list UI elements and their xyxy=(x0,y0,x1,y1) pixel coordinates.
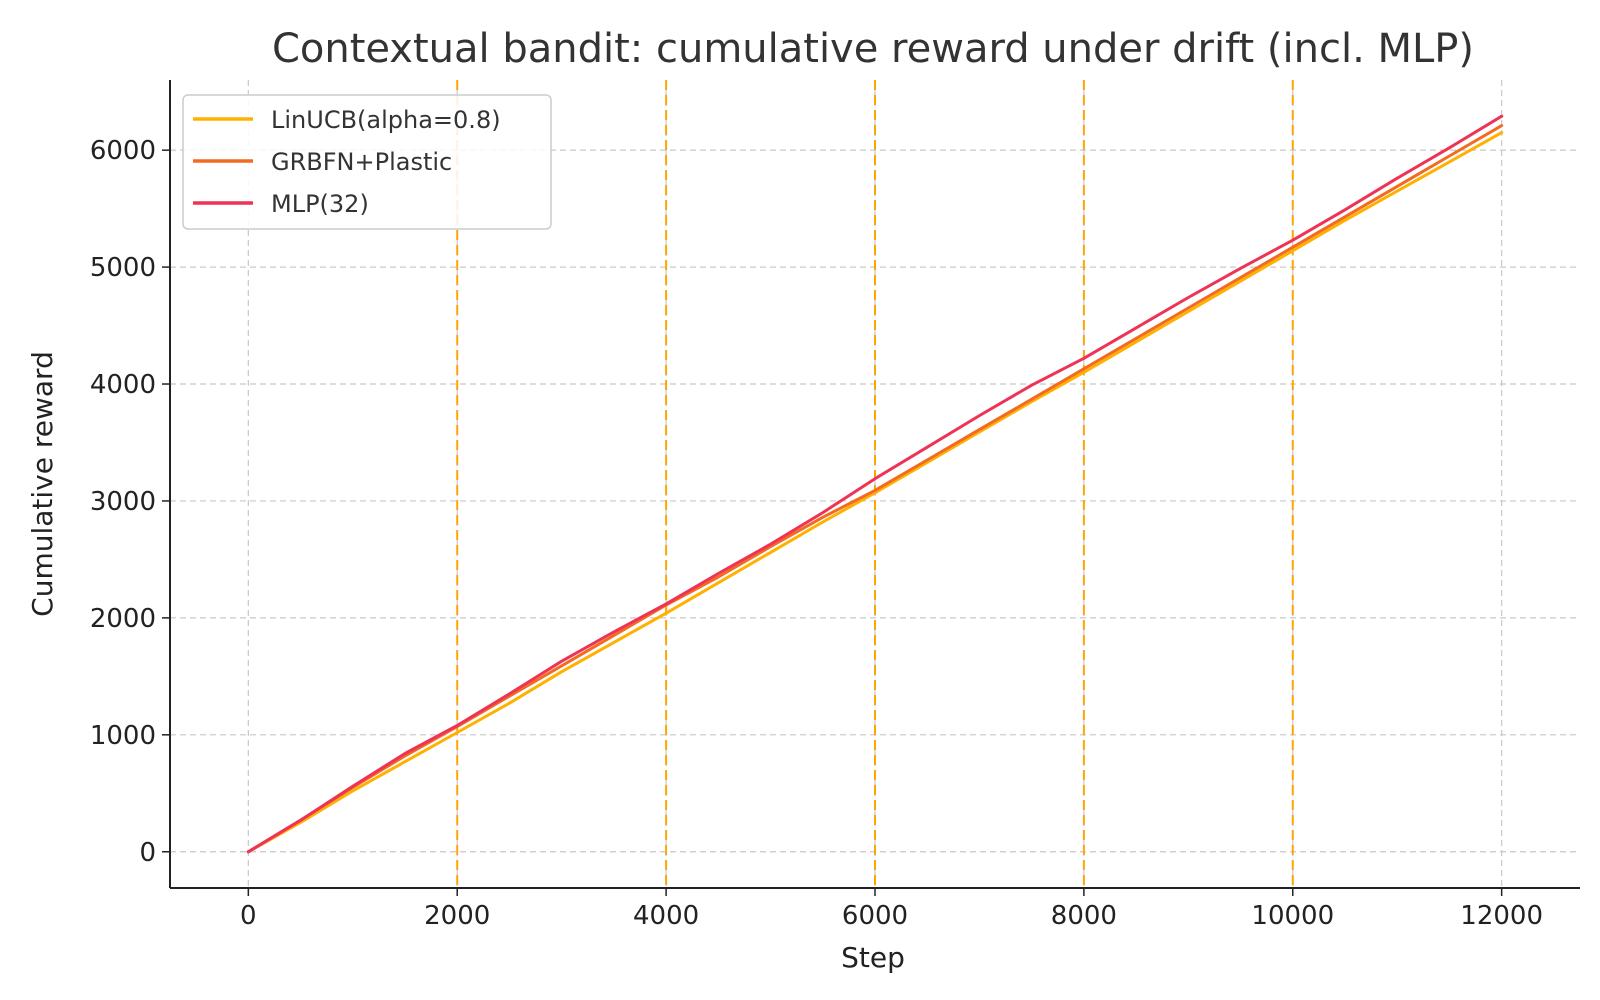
chart-title: Contextual bandit: cumulative reward und… xyxy=(272,26,1474,72)
legend-box xyxy=(182,94,552,230)
x-ticks: 0 2000 4000 6000 8000 10000 12000 xyxy=(240,888,1543,931)
y-tick-label: 3000 xyxy=(90,487,156,517)
x-axis-title: Step xyxy=(841,941,905,974)
series-line-0 xyxy=(246,131,1504,854)
x-tick-label: 10000 xyxy=(1251,901,1334,931)
legend: LinUCB(alpha=0.8) GRBFN+Plastic MLP(32) xyxy=(182,94,552,230)
y-tick-label: 5000 xyxy=(90,253,156,283)
legend-label-1: GRBFN+Plastic xyxy=(271,148,452,176)
series-lines xyxy=(246,114,1504,854)
y-tick-label: 4000 xyxy=(90,370,156,400)
y-tick-label: 6000 xyxy=(90,136,156,166)
legend-label-0: LinUCB(alpha=0.8) xyxy=(271,106,501,134)
x-tick-label: 2000 xyxy=(424,901,490,931)
x-tick-label: 6000 xyxy=(842,901,908,931)
series-line-2 xyxy=(246,114,1504,854)
legend-label-2: MLP(32) xyxy=(271,190,369,218)
y-ticks: 0 1000 2000 3000 4000 5000 6000 xyxy=(90,136,170,868)
x-tick-label: 8000 xyxy=(1051,901,1117,931)
x-tick-label: 0 xyxy=(240,901,257,931)
x-tick-label: 4000 xyxy=(633,901,699,931)
x-tick-label: 12000 xyxy=(1460,901,1543,931)
y-tick-label: 2000 xyxy=(90,604,156,634)
y-tick-label: 1000 xyxy=(90,721,156,751)
y-axis-title: Cumulative reward xyxy=(26,351,59,617)
y-tick-label: 0 xyxy=(139,838,156,868)
